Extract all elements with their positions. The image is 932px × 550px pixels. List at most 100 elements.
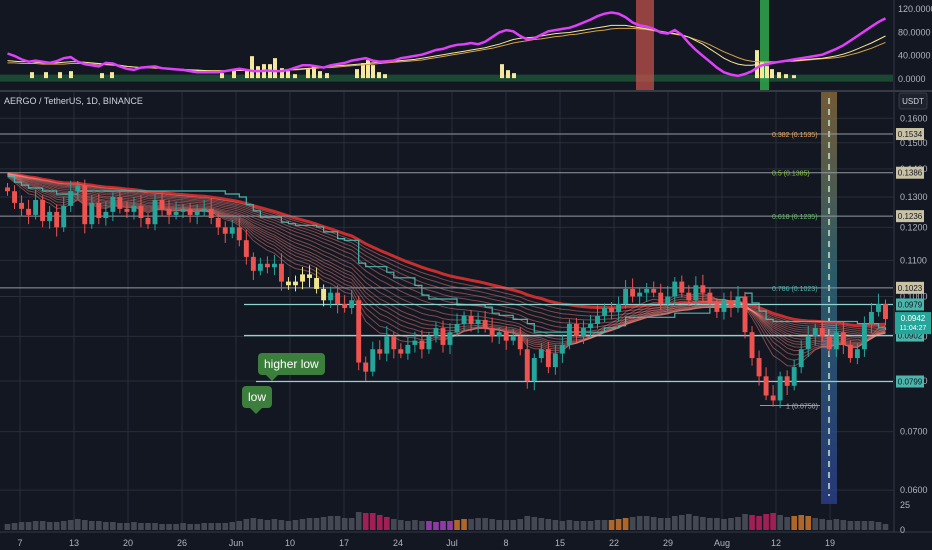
- volume-bar: [60, 521, 67, 530]
- volume-bar: [25, 522, 32, 530]
- candle-body: [679, 281, 685, 293]
- candle-body: [377, 349, 383, 354]
- candle-body: [749, 332, 755, 359]
- price-tick-label: 0.1000: [900, 291, 928, 301]
- candle-body: [531, 358, 537, 382]
- volume-bar: [650, 517, 657, 530]
- volume-bar: [742, 514, 748, 530]
- candle-body: [602, 307, 607, 316]
- volume-bar: [636, 516, 643, 530]
- osc-histogram-bar: [506, 70, 510, 79]
- osc-histogram-bar: [760, 62, 764, 79]
- osc-histogram-bar: [792, 75, 796, 79]
- volume-bar: [861, 521, 868, 530]
- candle-body: [159, 199, 165, 209]
- candle-body: [826, 336, 832, 350]
- osc-axis-label: 120.0000: [898, 4, 932, 14]
- candle-body: [250, 256, 256, 271]
- osc-histogram-bar: [377, 72, 381, 79]
- price-tick-label: 0.0700: [900, 427, 928, 437]
- time-tick-label: Jun: [229, 538, 244, 548]
- volume-bar: [524, 516, 531, 530]
- candle-body: [735, 296, 741, 308]
- osc-histogram-bar: [44, 72, 48, 79]
- osc-histogram-bar: [293, 74, 297, 79]
- candle-body: [103, 211, 109, 218]
- candle-body: [321, 288, 327, 301]
- volume-bar: [138, 523, 144, 530]
- candle-body: [47, 211, 53, 222]
- volume-bar: [559, 521, 566, 530]
- volume-bar: [376, 515, 383, 530]
- volume-bar: [826, 520, 833, 530]
- osc-histogram-bar: [318, 71, 322, 79]
- candle-body: [12, 191, 17, 203]
- candle-body: [609, 307, 615, 312]
- candle-body: [630, 288, 636, 297]
- candle-body: [405, 344, 411, 354]
- candle-body: [166, 208, 172, 215]
- candle-body: [854, 349, 860, 359]
- candle-body: [475, 319, 481, 324]
- volume-bar: [412, 520, 418, 530]
- candle-body: [180, 208, 186, 212]
- time-tick-label: 8: [503, 538, 508, 548]
- volume-bar: [749, 515, 755, 530]
- candle-body: [307, 274, 312, 278]
- volume-bar: [187, 524, 193, 530]
- candle-body: [419, 340, 425, 350]
- osc-red-highlight: [636, 0, 654, 90]
- time-tick-label: 26: [177, 538, 187, 548]
- candle-body: [5, 187, 10, 192]
- volume-axis-label: 25: [900, 500, 910, 510]
- candle-body: [461, 315, 467, 324]
- volume-bar: [510, 520, 517, 530]
- low-annotation[interactable]: low: [242, 386, 273, 414]
- time-tick-label: 29: [663, 538, 673, 548]
- volume-bar: [678, 515, 685, 530]
- osc-histogram-bar: [500, 64, 504, 79]
- volume-bar: [320, 517, 327, 530]
- volume-bar: [313, 518, 320, 530]
- candle-body: [482, 319, 488, 329]
- volume-bar: [784, 517, 790, 530]
- volume-bar: [285, 521, 292, 530]
- osc-histogram-bar: [110, 72, 114, 79]
- volume-bar: [369, 513, 376, 530]
- candle-body: [468, 315, 474, 324]
- volume-bar: [798, 515, 805, 530]
- osc-axis-label: 40.0000: [898, 51, 931, 61]
- volume-bar: [250, 518, 257, 530]
- volume-bar: [615, 519, 622, 530]
- volume-bar: [306, 518, 313, 530]
- candle-body: [517, 336, 523, 350]
- fib-level-label: 0.786 (0.1023): [772, 286, 818, 293]
- time-tick-label: 19: [825, 538, 835, 548]
- level-price-tag: [896, 375, 924, 388]
- volume-bar: [643, 516, 650, 530]
- candle-body: [868, 311, 874, 324]
- price-tick-label: 0.0600: [900, 485, 928, 495]
- volume-bar: [657, 518, 664, 530]
- time-tick-label: 7: [17, 538, 22, 548]
- volume-bar: [840, 520, 847, 530]
- volume-bar: [566, 520, 573, 530]
- higher-low-annotation[interactable]: higher low: [258, 353, 325, 381]
- currency-box: [898, 92, 928, 110]
- volume-bar: [145, 523, 151, 530]
- volume-bar: [96, 521, 102, 530]
- volume-bar: [18, 522, 25, 530]
- volume-bar: [110, 522, 116, 530]
- volume-bar: [341, 518, 348, 530]
- candle-body: [391, 336, 397, 350]
- candle-body: [96, 202, 102, 218]
- volume-bar: [594, 520, 601, 530]
- time-tick-label: 22: [609, 538, 619, 548]
- volume-bar: [124, 523, 130, 530]
- volume-bar: [229, 522, 236, 530]
- osc-histogram-bar: [245, 70, 249, 79]
- fib-price-tag: [896, 166, 924, 179]
- countdown-text: 11:04:27: [900, 325, 927, 332]
- volume-bar: [482, 518, 488, 530]
